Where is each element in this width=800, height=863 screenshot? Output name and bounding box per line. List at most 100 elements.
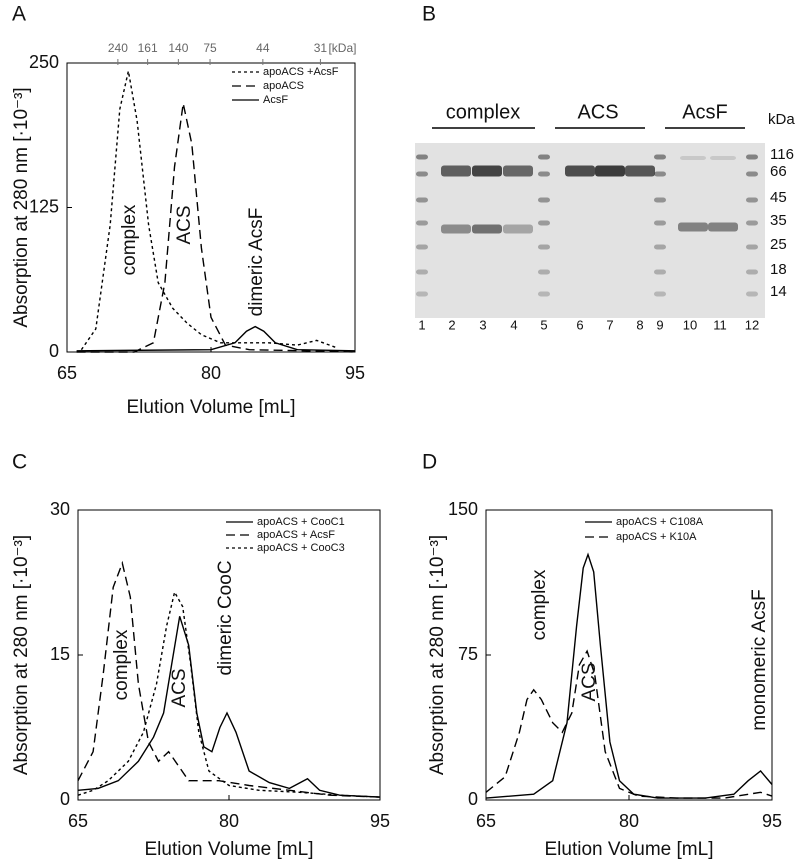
gel-band (416, 154, 428, 160)
panel-label: D (422, 451, 437, 474)
lane-label: 4 (510, 317, 517, 332)
y-tick-label: 0 (468, 789, 478, 809)
lane-label: 1 (418, 317, 425, 332)
gel-band (416, 269, 428, 275)
series-line (77, 590, 381, 798)
x-tick-label: 80 (219, 811, 239, 831)
gel-band (654, 244, 666, 250)
gel-band (595, 165, 625, 177)
gel-group-label: complex (446, 101, 520, 123)
top-tick-label: 140 (168, 41, 188, 55)
gel-band (538, 220, 550, 226)
y-axis-label: Absorption at 280 nm [·10⁻³] (11, 535, 32, 775)
lane-label: 7 (606, 317, 613, 332)
x-tick-label: 65 (57, 363, 77, 383)
annotation: dimeric CooC (215, 560, 236, 675)
gel-band (678, 222, 708, 232)
gel-band (538, 244, 550, 250)
legend-label: apoACS + CooC3 (257, 542, 345, 554)
series-line (77, 560, 381, 798)
gel-unit: kDa (768, 111, 795, 128)
legend-label: apoACS +AcsF (263, 66, 339, 78)
gel-band (654, 220, 666, 226)
gel-band (746, 171, 758, 177)
top-tick-label: 75 (203, 41, 217, 55)
lane-label: 11 (713, 317, 727, 332)
gel-band (538, 154, 550, 160)
x-tick-label: 95 (762, 811, 782, 831)
panel-label: C (12, 451, 27, 474)
annotation: dimeric AcsF (246, 208, 267, 317)
legend-label: apoACS + K10A (616, 531, 697, 543)
gel-band (746, 244, 758, 250)
y-tick-label: 125 (29, 196, 59, 216)
gel-band (654, 154, 666, 160)
gel-band (654, 197, 666, 203)
gel-band (416, 220, 428, 226)
gel-group-label: ACS (577, 101, 618, 123)
legend-label: apoACS (263, 80, 304, 92)
y-tick-label: 15 (50, 644, 70, 664)
y-tick-label: 0 (49, 341, 59, 361)
lane-label: 6 (576, 317, 583, 332)
gel-band (708, 222, 738, 232)
gel-band (746, 197, 758, 203)
y-tick-label: 250 (29, 52, 59, 72)
lane-label: 5 (540, 317, 547, 332)
marker-label: 116 (770, 146, 794, 163)
gel-band (565, 165, 595, 177)
lane-label: 8 (636, 317, 643, 332)
lane-label: 12 (745, 317, 759, 332)
plot-frame (485, 509, 773, 801)
lane-label: 2 (448, 317, 455, 332)
series-line (80, 70, 337, 351)
series-line (77, 616, 381, 798)
gel-band (416, 244, 428, 250)
top-tick-label: 240 (108, 41, 128, 55)
marker-label: 66 (770, 163, 787, 180)
top-axis-unit: [kDa] (328, 41, 356, 55)
gel-group-label: AcsF (682, 101, 728, 123)
marker-label: 25 (770, 236, 787, 253)
legend-label: apoACS + CooC1 (257, 516, 345, 528)
lane-label: 9 (656, 317, 663, 332)
annotation: complex (119, 204, 140, 275)
x-tick-label: 95 (370, 811, 390, 831)
gel-band (654, 269, 666, 275)
panel-label: A (12, 3, 26, 26)
gel-band (416, 291, 428, 297)
legend-label: AcsF (263, 94, 288, 106)
annotation: monomeric AcsF (749, 589, 770, 730)
x-axis-label: Elution Volume [mL] (145, 839, 314, 860)
annotation: ACS (169, 668, 190, 707)
gel-band (746, 269, 758, 275)
lane-label: 10 (683, 317, 697, 332)
x-tick-label: 65 (476, 811, 496, 831)
gel-band (472, 165, 502, 177)
y-tick-label: 75 (458, 644, 478, 664)
lane-label: 3 (479, 317, 486, 332)
gel-band (746, 154, 758, 160)
annotation: ACS (174, 205, 195, 244)
gel-band (654, 171, 666, 177)
panel-label: B (422, 3, 436, 26)
y-tick-label: 30 (50, 499, 70, 519)
series-line (76, 325, 356, 352)
x-tick-label: 80 (201, 363, 221, 383)
marker-label: 45 (770, 189, 787, 206)
gel-band (538, 291, 550, 297)
x-tick-label: 80 (619, 811, 639, 831)
gel-band (416, 197, 428, 203)
marker-label: 35 (770, 212, 787, 229)
annotation: complex (529, 569, 550, 640)
gel-band (746, 220, 758, 226)
top-tick-label: 161 (138, 41, 158, 55)
x-tick-label: 65 (68, 811, 88, 831)
gel-band (503, 224, 533, 234)
gel-band (538, 269, 550, 275)
annotation: complex (111, 629, 132, 700)
marker-label: 14 (770, 283, 787, 300)
x-axis-label: Elution Volume [mL] (127, 397, 296, 418)
gel-band (472, 224, 502, 234)
